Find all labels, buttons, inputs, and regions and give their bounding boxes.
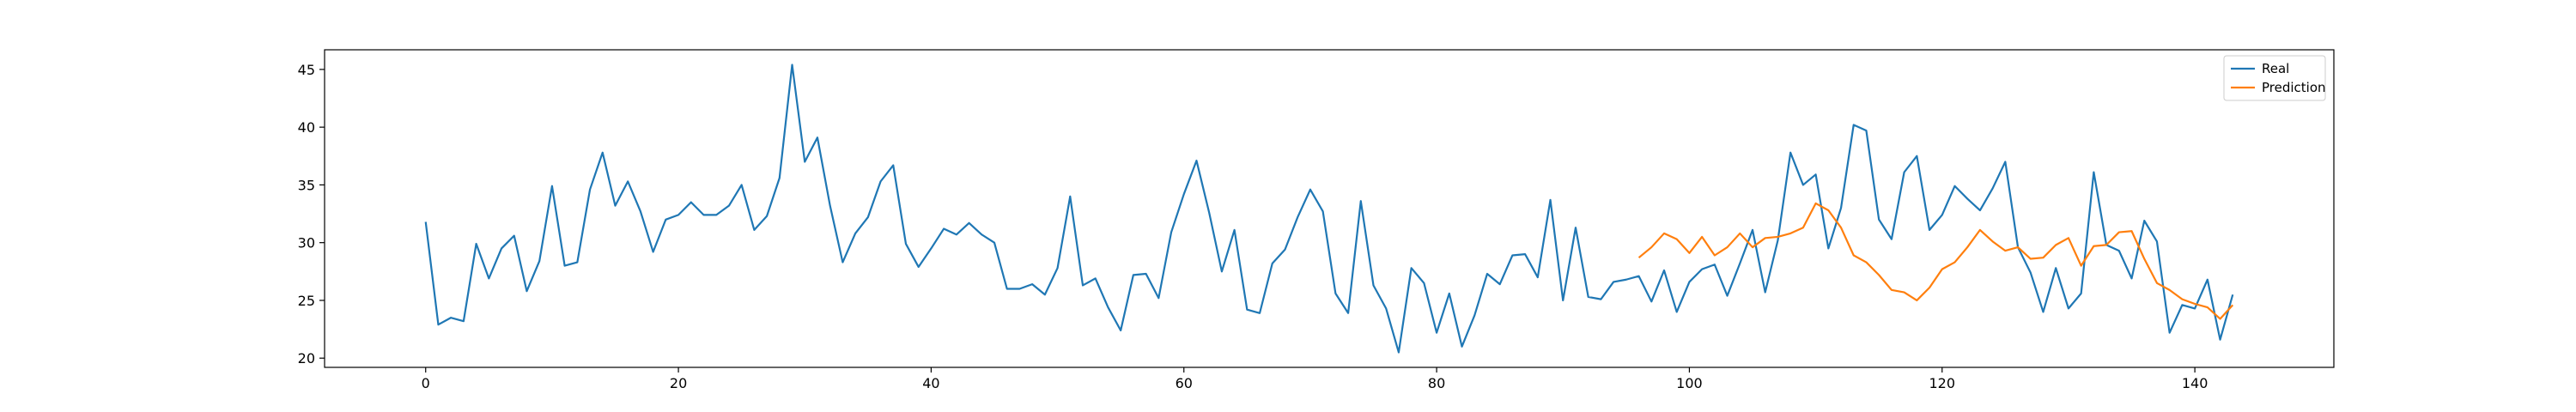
y-tick-label: 30 <box>298 235 315 251</box>
series-line-prediction <box>1637 202 2234 320</box>
x-tick-label: 20 <box>670 375 687 391</box>
y-tick-label: 35 <box>298 177 315 193</box>
legend: Real Prediction <box>2223 55 2326 101</box>
y-tick-label: 25 <box>298 293 315 309</box>
series-line-real <box>424 64 2234 354</box>
legend-label-real: Real <box>2262 61 2289 76</box>
x-tick-label: 60 <box>1176 375 1193 391</box>
x-tick-label: 140 <box>2182 375 2208 391</box>
x-tick-label: 100 <box>1676 375 1703 391</box>
x-tick-label: 80 <box>1428 375 1445 391</box>
x-tick-label: 0 <box>422 375 430 391</box>
legend-box <box>2223 55 2326 101</box>
x-tick-label: 40 <box>922 375 939 391</box>
x-axis: 0 20 40 60 80 100 120 140 <box>422 367 2208 391</box>
x-tick-label: 120 <box>1929 375 1956 391</box>
y-tick-label: 40 <box>298 119 315 136</box>
series-layer <box>424 64 2234 354</box>
plot-frame <box>324 49 2335 368</box>
legend-label-prediction: Prediction <box>2262 80 2326 95</box>
y-axis: 20 25 30 35 40 45 <box>298 62 325 367</box>
y-tick-label: 45 <box>298 62 315 78</box>
y-tick-label: 20 <box>298 350 315 367</box>
